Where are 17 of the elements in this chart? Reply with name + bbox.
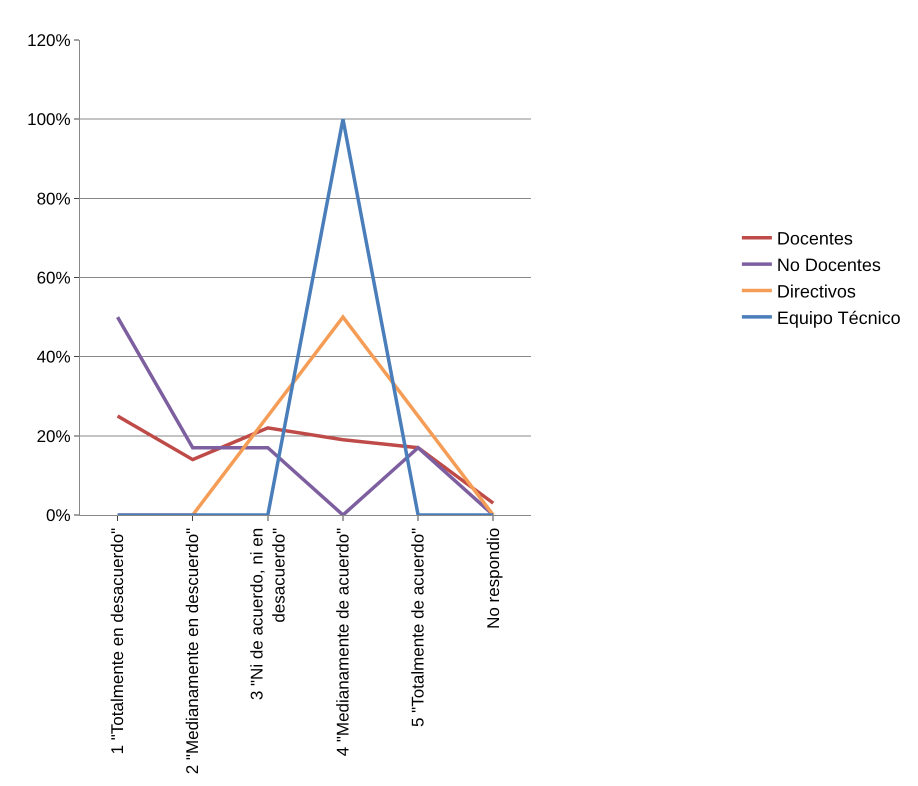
y-tick-label: 0% xyxy=(46,506,71,525)
y-tick-label: 60% xyxy=(36,268,71,288)
x-tick-label: 3 "Ni de acuerdo, ni en desacuerdo" xyxy=(247,528,288,700)
y-tick-label: 120% xyxy=(27,30,71,50)
y-tick-label: 40% xyxy=(36,348,71,367)
x-tick-label: 2 "Medianamente en descuerdo" xyxy=(183,528,202,774)
x-tick-label: 5 "Totalmente de acuerdo" xyxy=(408,528,428,728)
legend-label: No Docentes xyxy=(776,255,881,276)
legend-label: Docentes xyxy=(776,228,853,249)
x-tick-label: 1 "Totalmente en desacuerdo" xyxy=(108,528,128,754)
x-tick-label: 4 "Medianamente de acuerdo" xyxy=(333,528,352,756)
legend-label: Equipo Técnico xyxy=(776,308,901,328)
y-tick-label: 80% xyxy=(36,189,71,208)
y-tick-label: 20% xyxy=(36,426,71,446)
x-tick-label: No respondio xyxy=(484,528,503,629)
legend-label: Directivos xyxy=(776,282,856,302)
y-tick-label: 100% xyxy=(27,110,71,130)
